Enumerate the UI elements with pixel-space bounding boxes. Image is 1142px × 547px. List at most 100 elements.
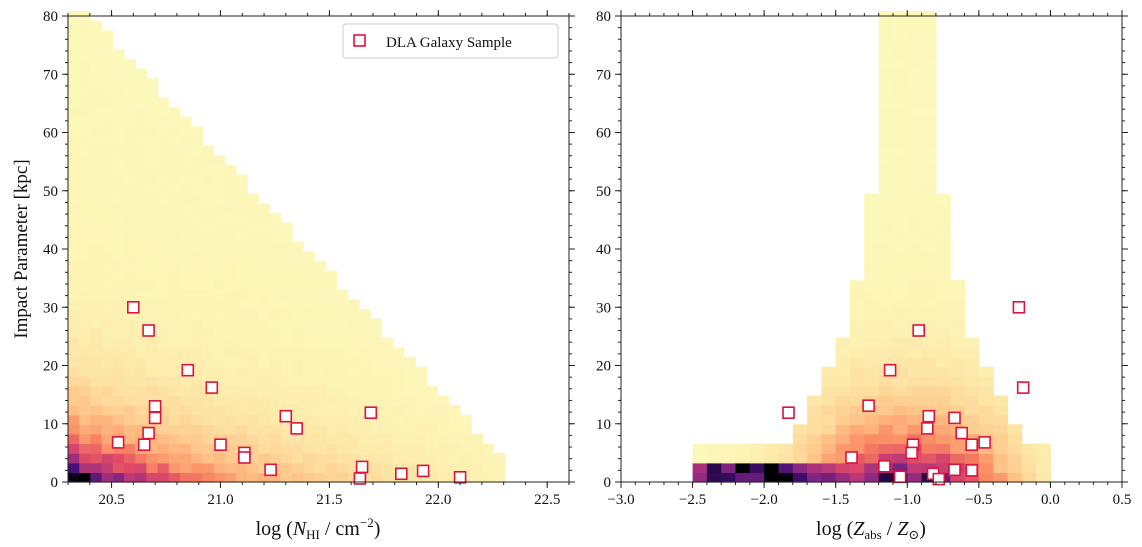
heatmap-cell	[325, 395, 338, 406]
heatmap-cell	[191, 193, 203, 204]
y-tick-label: 70	[43, 67, 58, 83]
heatmap-cell	[68, 472, 80, 483]
heatmap-cell	[146, 164, 159, 175]
heatmap-cell	[247, 280, 259, 291]
heatmap-cell	[79, 155, 91, 166]
left-points	[111, 300, 467, 485]
heatmap-cell	[157, 337, 170, 348]
heatmap-cell	[180, 424, 192, 435]
heatmap-cell	[101, 260, 114, 272]
heatmap-cell	[359, 414, 371, 425]
heatmap-cell	[370, 385, 383, 397]
heatmap-cell	[907, 116, 923, 127]
heatmap-cell	[993, 433, 1009, 445]
heatmap-cell	[336, 462, 349, 473]
heatmap-cell	[907, 87, 923, 99]
heatmap-cell	[258, 385, 271, 397]
heatmap-cell	[280, 318, 293, 329]
heatmap-cell	[325, 328, 338, 339]
heatmap-cell	[79, 433, 91, 445]
heatmap-cell	[921, 289, 937, 300]
heatmap-cell	[314, 347, 327, 358]
heatmap-cell	[291, 433, 304, 445]
heatmap-cell	[258, 414, 271, 425]
heatmap-cell	[921, 395, 937, 406]
heatmap-cell	[202, 203, 215, 214]
heatmap-cell	[269, 212, 282, 224]
heatmap-cell	[269, 366, 282, 377]
heatmap-cell	[921, 443, 937, 454]
heatmap-cell	[878, 59, 894, 70]
heatmap-cell	[392, 347, 405, 358]
y-tick-label: 60	[43, 126, 58, 142]
heatmap-cell	[864, 222, 880, 233]
heatmap-cell	[370, 337, 383, 348]
heatmap-cell	[921, 260, 937, 272]
heatmap-cell	[835, 453, 851, 464]
heatmap-cell	[68, 280, 80, 291]
heatmap-cell	[359, 366, 371, 377]
heatmap-cell	[964, 337, 980, 348]
heatmap-cell	[749, 472, 765, 483]
heatmap-cell	[935, 299, 951, 310]
heatmap-cell	[180, 280, 192, 291]
heatmap-cell	[370, 395, 383, 406]
heatmap-cell	[303, 280, 315, 291]
heatmap-cell	[907, 289, 923, 300]
heatmap-cell	[90, 116, 103, 127]
heatmap-cell	[101, 116, 114, 127]
heatmap-cell	[269, 347, 282, 358]
x-tick-label: −3.0	[607, 492, 634, 508]
heatmap-cell	[180, 472, 192, 483]
heatmap-cell	[180, 193, 192, 204]
heatmap-cell	[258, 376, 271, 387]
heatmap-cell	[124, 232, 136, 243]
heatmap-cell	[90, 30, 103, 41]
heatmap-cell	[224, 270, 237, 281]
heatmap-cell	[247, 289, 259, 300]
heatmap-cell	[68, 87, 80, 99]
right-xlabel: log (Zabs / Z⊙)	[816, 518, 926, 542]
heatmap-cell	[864, 462, 880, 473]
heatmap-cell	[921, 337, 937, 348]
heatmap-cell	[907, 78, 923, 89]
heatmap-cell	[907, 270, 923, 281]
heatmap-cell	[90, 193, 103, 204]
heatmap-cell	[893, 59, 908, 70]
heatmap-cell	[893, 337, 908, 348]
heatmap-cell	[1007, 443, 1023, 454]
heatmap-cell	[68, 155, 80, 166]
heatmap-cell	[101, 347, 114, 358]
heatmap-cell	[213, 222, 226, 233]
heatmap-cell	[112, 222, 125, 233]
heatmap-cell	[403, 443, 416, 454]
heatmap-cell	[247, 347, 259, 358]
heatmap-cell	[921, 68, 937, 79]
heatmap-cell	[347, 328, 360, 339]
heatmap-cell	[1036, 453, 1051, 464]
heatmap-cell	[258, 328, 271, 339]
legend-label: DLA Galaxy Sample	[386, 35, 512, 51]
heatmap-cell	[303, 260, 315, 272]
heatmap-cell	[878, 87, 894, 99]
heatmap-cell	[864, 280, 880, 291]
heatmap-cell	[921, 203, 937, 214]
heatmap-cell	[381, 357, 394, 368]
heatmap-cell	[426, 453, 439, 464]
heatmap-cell	[835, 462, 851, 473]
heatmap-cell	[235, 193, 248, 204]
heatmap-cell	[978, 453, 994, 464]
heatmap-cell	[101, 462, 114, 473]
heatmap-cell	[964, 376, 980, 387]
heatmap-cell	[90, 212, 103, 224]
heatmap-cell	[90, 222, 103, 233]
heatmap-cell	[437, 405, 450, 416]
heatmap-cell	[835, 414, 851, 425]
heatmap-cell	[336, 405, 349, 416]
heatmap-cell	[935, 376, 951, 387]
heatmap-cell	[878, 414, 894, 425]
heatmap-cell	[893, 433, 908, 445]
heatmap-cell	[258, 280, 271, 291]
heatmap-cell	[864, 414, 880, 425]
